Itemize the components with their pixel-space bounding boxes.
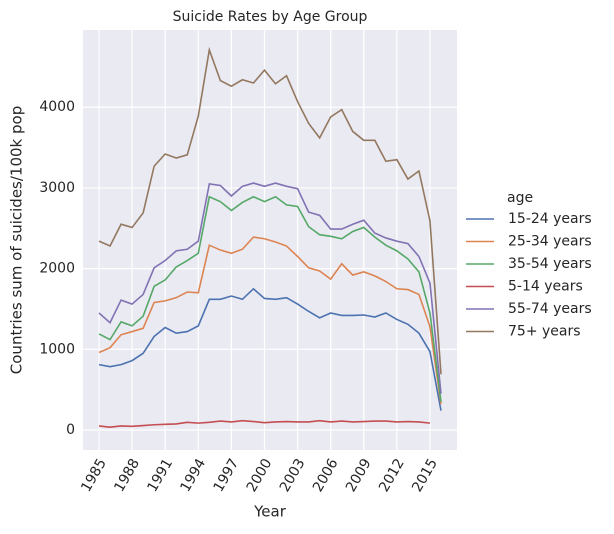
y-tick-label: 1000 [39, 341, 75, 357]
y-tick-label: 3000 [39, 180, 75, 196]
legend-label: 75+ years [508, 324, 581, 340]
series-line [98, 46, 442, 375]
x-tick-label: 2012 [376, 456, 408, 495]
legend-label: 5-14 years [508, 279, 583, 295]
legend-label: 35-54 years [508, 256, 592, 272]
x-tick-label: 1988 [111, 456, 143, 495]
x-tick-label: 2000 [244, 456, 276, 495]
series-line [98, 195, 442, 402]
series-line [98, 419, 431, 428]
y-tick-label: 2000 [39, 261, 75, 277]
y-tick-label: 4000 [39, 99, 75, 115]
x-tick-label: 1997 [211, 456, 243, 495]
series-line [98, 236, 442, 405]
x-tick-label: 2009 [343, 456, 375, 495]
x-tick-label: 1991 [144, 456, 176, 495]
series-line [98, 287, 442, 411]
chart-title: Suicide Rates by Age Group [173, 9, 368, 25]
x-tick-label: 1994 [178, 456, 210, 495]
x-tick-label: 2015 [409, 456, 441, 495]
y-tick-label: 0 [66, 422, 75, 438]
legend-label: 55-74 years [508, 301, 592, 317]
legend-title: age [507, 190, 533, 206]
legend-label: 25-34 years [508, 234, 592, 250]
x-axis-label: Year [253, 503, 287, 521]
legend-label: 15-24 years [508, 211, 592, 227]
x-tick-label: 2003 [277, 456, 309, 495]
x-tick-label: 2006 [310, 456, 342, 495]
series-line [98, 182, 442, 394]
y-axis-label: Countries sum of suicides/100k pop [8, 106, 26, 374]
x-tick-label: 1985 [78, 456, 110, 495]
